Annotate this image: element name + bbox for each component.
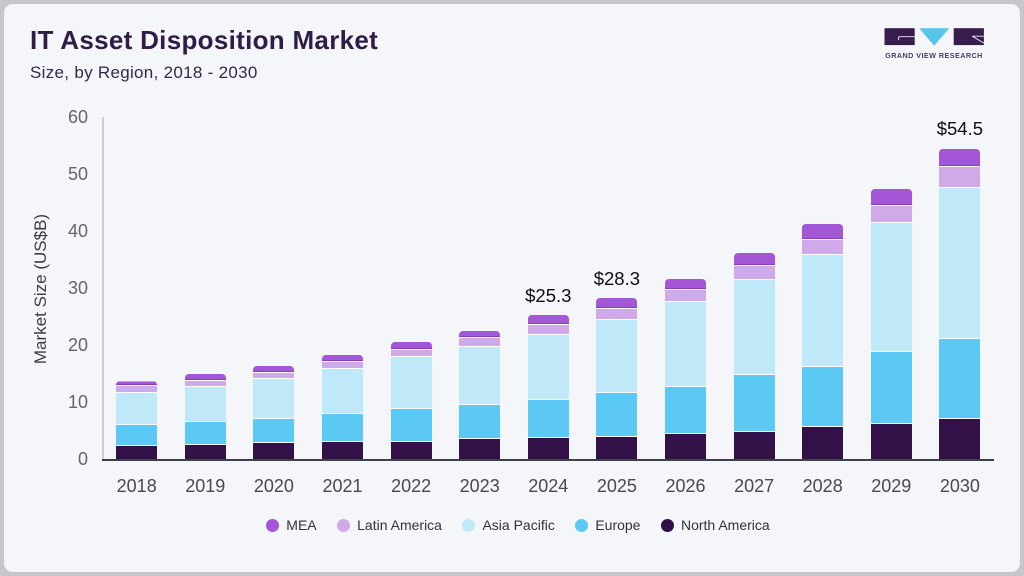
svg-text:GRAND VIEW RESEARCH: GRAND VIEW RESEARCH [885, 51, 983, 59]
